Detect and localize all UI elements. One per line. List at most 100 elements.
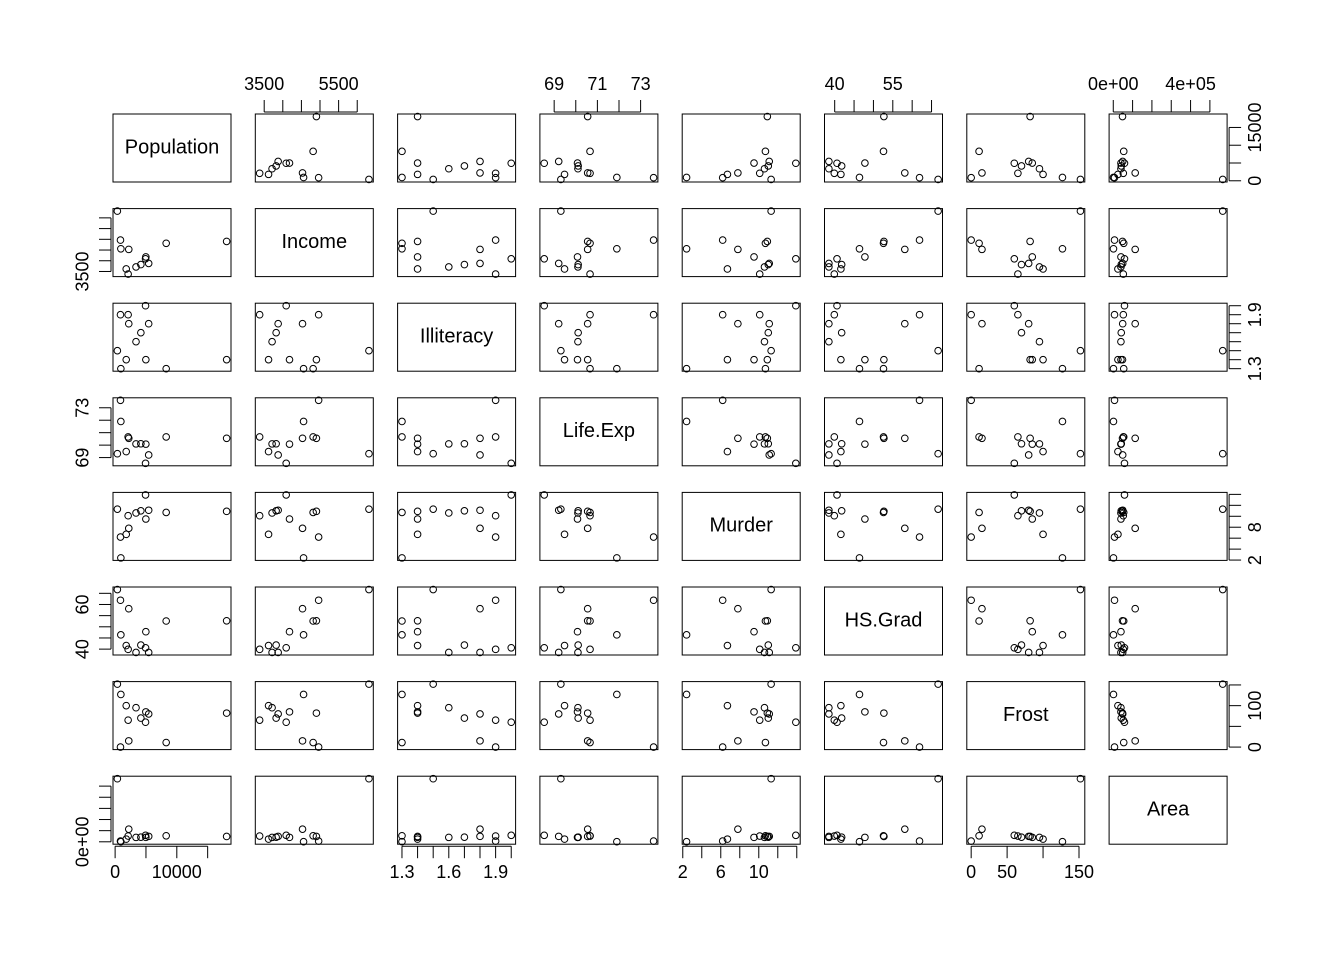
point: [1076, 207, 1085, 215]
point: [583, 524, 592, 533]
point: [268, 509, 276, 517]
x-tick-label: 50: [997, 862, 1017, 882]
point: [613, 244, 621, 253]
point: [1109, 244, 1118, 253]
point: [268, 337, 276, 346]
point: [855, 554, 864, 562]
point: [1076, 449, 1085, 458]
point: [312, 709, 321, 717]
point: [274, 157, 282, 166]
point: [299, 554, 308, 562]
point: [264, 835, 273, 843]
point: [141, 459, 150, 468]
point: [613, 173, 621, 182]
point: [398, 417, 406, 426]
point: [365, 680, 373, 688]
point: [755, 169, 764, 178]
panel: [112, 491, 232, 561]
point: [760, 648, 769, 657]
point: [1010, 255, 1019, 263]
point: [861, 159, 869, 167]
point: [285, 355, 294, 364]
point: [934, 449, 942, 458]
point: [573, 355, 582, 364]
point: [398, 147, 406, 156]
x-tick-label: 1.3: [389, 862, 414, 882]
point: [825, 440, 833, 448]
point: [764, 162, 773, 170]
point: [915, 743, 924, 751]
point: [413, 265, 422, 273]
point: [901, 434, 909, 443]
point: [1014, 433, 1022, 441]
point: [1035, 509, 1044, 517]
point: [649, 533, 658, 541]
point: [312, 507, 321, 516]
point: [975, 831, 983, 840]
point: [162, 508, 170, 517]
point: [586, 511, 594, 520]
point: [398, 508, 406, 517]
point: [750, 253, 758, 261]
point: [144, 319, 153, 328]
point: [586, 738, 594, 747]
point: [682, 417, 691, 426]
point: [1110, 396, 1119, 405]
point: [162, 617, 170, 625]
point: [299, 173, 308, 182]
point: [429, 449, 437, 458]
point: [1118, 710, 1127, 718]
point: [144, 506, 153, 515]
point: [476, 451, 484, 459]
panel: [966, 775, 1086, 845]
point: [915, 236, 924, 244]
panel: [254, 397, 374, 467]
point: [861, 708, 869, 716]
point: [934, 774, 942, 783]
panel: [681, 208, 801, 278]
point: [830, 270, 839, 278]
point: [314, 173, 323, 182]
point: [649, 310, 658, 319]
x-tick-label: 2: [678, 862, 688, 882]
panel: [539, 302, 659, 372]
point: [1118, 451, 1127, 459]
point: [142, 440, 150, 448]
point: [557, 774, 565, 783]
point: [124, 245, 133, 254]
variable-label: Murder: [710, 515, 774, 537]
point: [574, 164, 582, 173]
point: [1114, 447, 1122, 456]
point: [117, 244, 125, 253]
point: [1218, 505, 1227, 513]
point: [141, 491, 150, 499]
point: [573, 515, 582, 523]
point: [934, 505, 942, 513]
panel: [681, 397, 801, 467]
point: [113, 585, 122, 594]
point: [124, 511, 132, 520]
point: [299, 631, 308, 639]
point: [723, 701, 732, 710]
point: [586, 645, 594, 654]
point: [583, 319, 592, 328]
point: [398, 244, 406, 253]
point: [750, 833, 758, 842]
point: [1017, 162, 1026, 170]
point: [1117, 328, 1126, 337]
point: [540, 718, 549, 727]
point: [682, 690, 691, 699]
point: [583, 237, 592, 246]
point: [444, 509, 453, 517]
x-tick-label: 73: [631, 74, 651, 94]
point: [934, 207, 942, 215]
point: [476, 648, 484, 657]
point: [309, 831, 317, 840]
point: [1035, 337, 1044, 346]
point: [132, 833, 140, 842]
point: [413, 835, 422, 843]
point: [764, 714, 773, 722]
point: [760, 263, 769, 271]
point: [1118, 112, 1127, 121]
point: [765, 648, 774, 657]
